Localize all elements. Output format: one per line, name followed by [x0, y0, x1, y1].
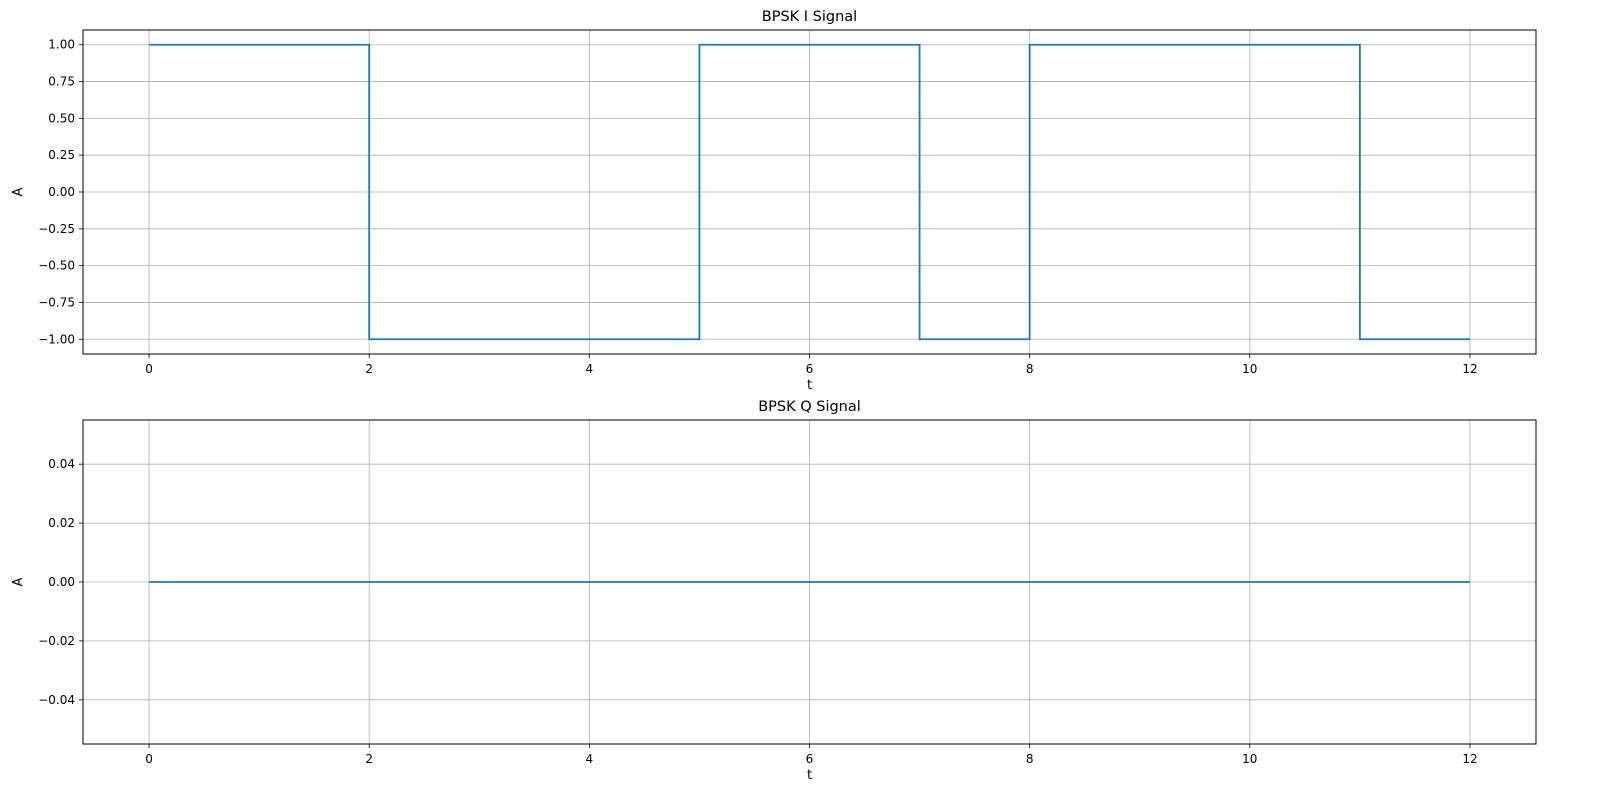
x-tick-label: 2 [365, 362, 373, 376]
y-tick-label: 0.25 [48, 148, 75, 162]
x-tick-label: 6 [806, 752, 814, 766]
y-tick-label: 0.50 [48, 111, 75, 125]
y-tick-label: 0.02 [48, 516, 75, 530]
x-tick-label: 4 [586, 362, 594, 376]
chart-title: BPSK I Signal [762, 9, 857, 25]
x-tick-label: 4 [586, 752, 594, 766]
y-tick-label: 1.00 [48, 38, 75, 52]
chart-title: BPSK Q Signal [758, 399, 861, 415]
series-i-signal [149, 43, 1470, 341]
y-tick-label: −1.00 [38, 332, 75, 346]
x-tick-label: 12 [1462, 362, 1477, 376]
x-ticks: 0 2 4 6 8 10 12 [145, 744, 1478, 766]
y-tick-label: −0.04 [38, 693, 75, 707]
x-ticks: 0 2 4 6 8 10 12 [145, 354, 1478, 376]
x-tick-label: 8 [1026, 752, 1034, 766]
y-axis-label: A [11, 187, 26, 196]
subplot-q-signal: 0 2 4 6 8 10 12 0.04 0.02 0.00 −0.02 −0.04 BPSK Q … [11, 399, 1537, 783]
x-axis-label: t [807, 378, 812, 393]
signal-line [149, 43, 1470, 341]
y-ticks: 1.00 0.75 0.50 0.25 0.00 −0.25 −0.50 −0.75 −1.00 [38, 38, 83, 346]
x-tick-label: 6 [806, 362, 814, 376]
y-tick-label: −0.02 [38, 634, 75, 648]
y-tick-label: 0.00 [48, 575, 75, 589]
y-tick-label: −0.75 [38, 295, 75, 309]
y-tick-label: 0.04 [48, 457, 75, 471]
x-tick-label: 0 [145, 362, 153, 376]
y-tick-label: −0.50 [38, 259, 75, 273]
x-tick-label: 0 [145, 752, 153, 766]
x-tick-label: 10 [1242, 752, 1257, 766]
x-tick-label: 8 [1026, 362, 1034, 376]
x-tick-label: 10 [1242, 362, 1257, 376]
x-axis-label: t [807, 768, 812, 783]
y-ticks: 0.04 0.02 0.00 −0.02 −0.04 [38, 457, 83, 707]
y-tick-label: 0.00 [48, 185, 75, 199]
subplot-i-signal: 0 2 4 6 8 10 12 1.00 0.75 0.50 0.25 0.00 −0.25 −0.50… [11, 9, 1537, 393]
x-tick-label: 2 [365, 752, 373, 766]
y-tick-label: −0.25 [38, 222, 75, 236]
y-tick-label: 0.75 [48, 75, 75, 89]
y-axis-label: A [11, 577, 26, 586]
x-tick-label: 12 [1462, 752, 1477, 766]
